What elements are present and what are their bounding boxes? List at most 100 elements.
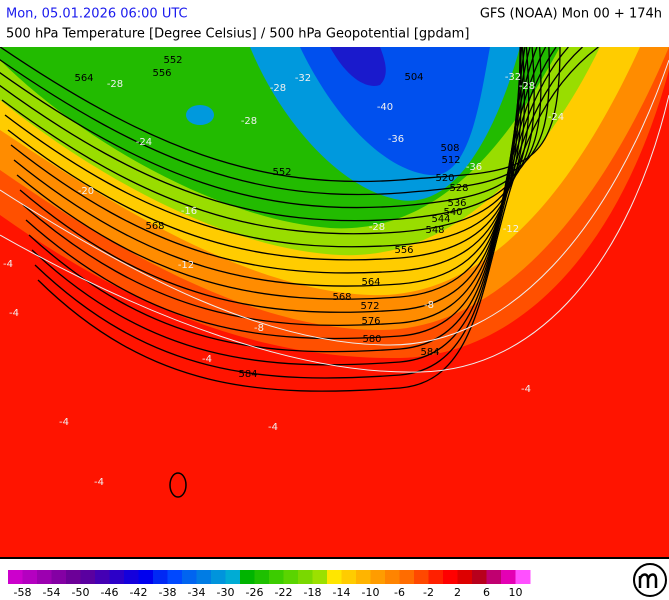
colorbar-swatch [341, 570, 357, 584]
geopotential-label: 556 [152, 68, 171, 79]
geopotential-label: 576 [361, 316, 380, 327]
geopotential-label: 584 [238, 369, 257, 380]
temperature-label: -36 [388, 134, 404, 145]
colorbar-label: 10 [509, 586, 523, 599]
colorbar-swatch [196, 570, 212, 584]
colorbar-swatch [22, 570, 38, 584]
temperature-label: -4 [3, 259, 13, 270]
colorbar-swatch [124, 570, 139, 584]
colorbar-swatch [457, 570, 473, 584]
temperature-label: -24 [548, 112, 564, 123]
colorbar-label: -14 [333, 586, 351, 599]
temperature-label: -12 [178, 260, 194, 271]
contour [0, 47, 535, 222]
contour [31, 47, 569, 366]
isotherm [0, 59, 669, 346]
geopotential-label: 504 [404, 72, 423, 83]
colorbar-label: -34 [188, 586, 206, 599]
colorbar: -58 -54 -50 -46 -42 -38 -34 -30 -26 -22 -18 -14 -10-… [8, 570, 531, 599]
colorbar-label: -50 [72, 586, 90, 599]
colorbar-swatch [443, 570, 458, 584]
contour [169, 472, 187, 498]
geopotential-label: 580 [362, 334, 381, 345]
contour [37, 47, 599, 392]
colorbar-swatch [95, 570, 110, 584]
colorbar-swatch [298, 570, 313, 584]
colorbar-swatch [269, 570, 284, 584]
temperature-label: -40 [377, 102, 393, 113]
colorbar-swatch [80, 570, 96, 584]
colorbar-swatch [501, 570, 516, 584]
contour [25, 47, 547, 340]
colorbar-swatch [37, 570, 52, 584]
temperature-label: -24 [136, 137, 152, 148]
temperature-label: -28 [107, 79, 123, 90]
temperature-label: -32 [295, 73, 311, 84]
temp-band [186, 105, 214, 125]
temperature-label: -32 [505, 72, 521, 83]
colorbar-label: -22 [275, 586, 293, 599]
contour [0, 47, 542, 209]
geopotential-label: 536 [447, 198, 466, 209]
colorbar-label: -2 [423, 586, 434, 599]
contour [4, 47, 526, 248]
temperature-label: -28 [270, 83, 286, 94]
colorbar-swatch [399, 570, 415, 584]
geopotential-label: 528 [449, 183, 468, 194]
geopotential-label: 552 [163, 55, 182, 66]
temperature-label: -20 [78, 186, 94, 197]
colorbar-label: -18 [304, 586, 322, 599]
temperature-label: -36 [466, 162, 482, 173]
geopotential-label: 544 [431, 214, 450, 225]
temperature-label: -28 [369, 222, 385, 233]
date-title: Mon, 05.01.2026 06:00 UTC [6, 7, 188, 22]
contour [0, 47, 561, 183]
colorbar-swatch [138, 570, 154, 584]
geopotential-label: 520 [435, 173, 454, 184]
temperature-label: -4 [268, 422, 278, 433]
colorbar-label: 6 [483, 586, 490, 599]
colorbar-swatch [167, 570, 183, 584]
colorbar-label: -26 [246, 586, 264, 599]
temp-band [330, 47, 386, 86]
isotherm [0, 94, 669, 373]
contour [7, 47, 522, 261]
temperature-label: -8 [254, 323, 264, 334]
temperature-label: -4 [59, 417, 69, 428]
colorbar-swatch [225, 570, 241, 584]
temperature-label: -16 [181, 206, 197, 217]
logo-circle [633, 563, 667, 597]
colorbar-swatch [370, 570, 386, 584]
temp-band [300, 47, 490, 176]
colorbar-label: -46 [101, 586, 119, 599]
temperature-label: -28 [241, 116, 257, 127]
colorbar-swatch [428, 570, 444, 584]
logo [633, 563, 667, 597]
colorbar-label: -30 [217, 586, 235, 599]
geopotential-label: 584 [420, 347, 439, 358]
colorbar-swatch [66, 570, 81, 584]
temperature-label: -8 [424, 300, 434, 311]
colorbar-label: 2 [454, 586, 461, 599]
temperature-label: -4 [94, 477, 104, 488]
colorbar-label: -10 [362, 586, 380, 599]
geopotential-label: 572 [360, 301, 379, 312]
geopotential-label: 556 [394, 245, 413, 256]
colorbar-swatch [486, 570, 502, 584]
geopotential-label: 564 [74, 73, 93, 84]
colorbar-swatch [182, 570, 197, 584]
logo-glyph [638, 573, 658, 588]
model-title: GFS (NOAA) Mon 00 + 174h [480, 7, 662, 22]
colorbar-swatch [312, 570, 328, 584]
temperature-label: -4 [521, 384, 531, 395]
geopotential-label: 512 [441, 155, 460, 166]
colorbar-label: -38 [159, 586, 177, 599]
colorbar-swatch [153, 570, 168, 584]
subtitle: 500 hPa Temperature [Degree Celsius] / 5… [6, 27, 469, 42]
geopotential-label: 568 [145, 221, 164, 232]
colorbar-swatch [283, 570, 299, 584]
